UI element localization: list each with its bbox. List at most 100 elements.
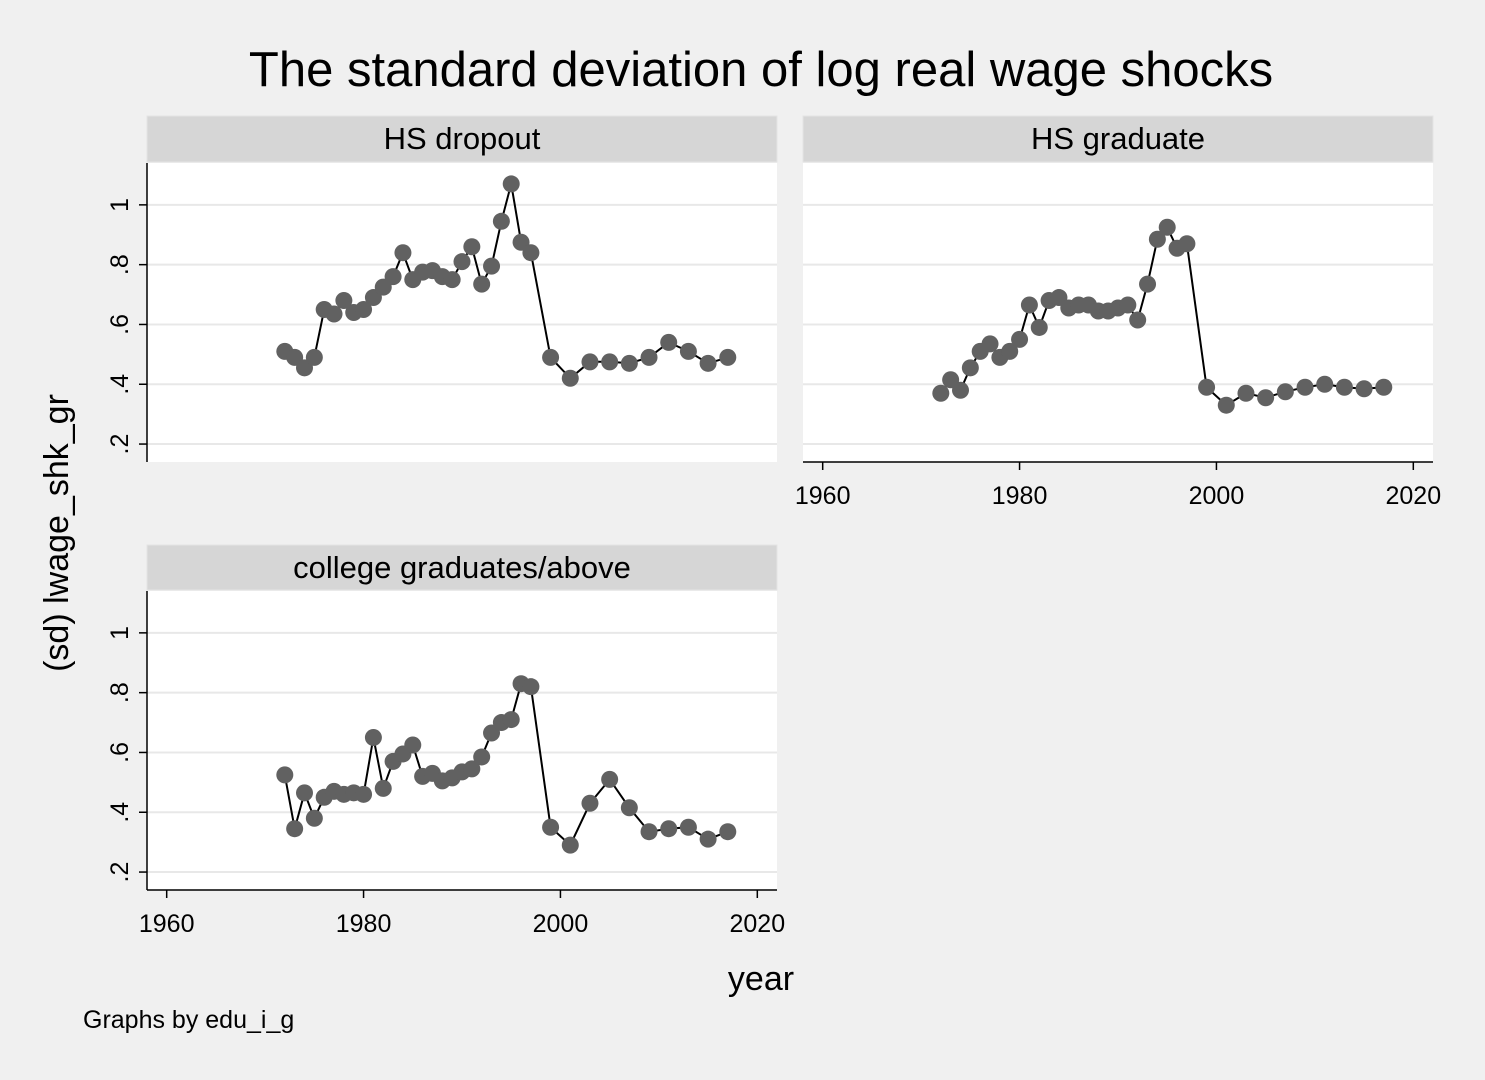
data-point — [1375, 378, 1393, 396]
panel-label: college graduates/above — [293, 550, 631, 585]
y-tick-label: 1 — [106, 198, 134, 212]
data-point — [719, 348, 737, 366]
y-tick-label: .4 — [106, 374, 134, 395]
data-point — [1148, 230, 1166, 248]
panel-3: college graduates/above .2 .4 .6 .8 1 1960 1980… — [106, 544, 786, 938]
x-tick-label: 1980 — [992, 482, 1048, 510]
panel-strip — [146, 115, 778, 163]
data-point — [492, 212, 510, 230]
x-tick-label: 1960 — [795, 482, 851, 510]
data-point — [640, 823, 658, 841]
y-axis-label: (sd) lwage_shk_gr — [38, 394, 76, 672]
data-point — [581, 794, 599, 812]
data-point — [276, 766, 294, 784]
plot-area — [147, 163, 777, 462]
y-tick-label: .8 — [106, 254, 134, 275]
x-tick-label: 2000 — [1189, 482, 1245, 510]
data-point — [453, 253, 471, 271]
data-point — [522, 244, 540, 262]
x-tick-label: 2020 — [1386, 482, 1442, 510]
data-point — [483, 257, 501, 275]
x-tick-label: 2020 — [730, 910, 786, 938]
data-point — [1020, 296, 1038, 314]
panel-2: HS graduate 1960 1980 2000 2020 — [795, 115, 1442, 510]
data-point — [1355, 380, 1373, 398]
data-point — [542, 818, 560, 836]
data-point — [1158, 218, 1176, 236]
panel-strip — [146, 544, 778, 591]
data-point — [404, 736, 422, 754]
y-tick-label: .6 — [106, 314, 134, 335]
plot-area — [147, 591, 777, 890]
y-tick-label: .6 — [106, 742, 134, 763]
data-point — [660, 333, 678, 351]
panel-label: HS graduate — [1031, 121, 1205, 156]
panel-label: HS dropout — [384, 121, 541, 156]
panels-layer: HS dropout .2 .4 .6 .8 1 HS graduate 1960 1980 20… — [106, 115, 1442, 938]
data-point — [1129, 311, 1147, 329]
data-point — [679, 342, 697, 360]
data-point — [463, 238, 481, 256]
data-point — [679, 818, 697, 836]
data-point — [620, 354, 638, 372]
x-tick-label: 1980 — [336, 910, 392, 938]
data-point — [601, 353, 619, 371]
data-point — [581, 353, 599, 371]
data-point — [620, 799, 638, 817]
data-point — [364, 729, 382, 747]
data-point — [1119, 296, 1137, 314]
data-point — [355, 301, 373, 319]
data-point — [443, 271, 461, 289]
data-point — [561, 369, 579, 387]
data-point — [305, 809, 323, 827]
data-point — [1139, 275, 1157, 293]
data-point — [1276, 383, 1294, 401]
y-tick-label: 1 — [106, 626, 134, 640]
data-point — [305, 348, 323, 366]
data-point — [699, 354, 717, 372]
data-point — [1030, 318, 1048, 336]
y-tick-label: .2 — [106, 434, 134, 455]
chart-note: Graphs by edu_i_g — [83, 1006, 294, 1034]
data-point — [374, 779, 392, 797]
data-point — [394, 244, 412, 262]
data-point — [660, 820, 678, 838]
data-point — [601, 770, 619, 788]
data-point — [1335, 378, 1353, 396]
data-point — [473, 275, 491, 293]
chart-title: The standard deviation of log real wage … — [249, 43, 1273, 97]
data-point — [952, 381, 969, 399]
y-tick-label: .8 — [106, 682, 134, 703]
data-point — [296, 784, 313, 802]
data-point — [463, 760, 481, 778]
data-point — [502, 711, 520, 729]
data-point — [286, 820, 304, 838]
data-point — [981, 335, 999, 353]
data-point — [542, 348, 560, 366]
data-point — [1237, 384, 1255, 402]
data-point — [932, 384, 950, 402]
data-point — [1178, 235, 1196, 253]
data-point — [355, 785, 373, 803]
data-point — [1011, 330, 1029, 348]
panel-1: HS dropout .2 .4 .6 .8 1 — [106, 115, 778, 462]
y-tick-label: .2 — [106, 862, 134, 883]
data-point — [640, 348, 658, 366]
data-point — [1296, 378, 1314, 396]
data-point — [325, 305, 343, 323]
data-point — [719, 823, 737, 841]
y-tick-label: .4 — [106, 802, 134, 823]
data-point — [522, 678, 540, 696]
data-point — [502, 175, 520, 193]
data-point — [1001, 342, 1019, 360]
x-tick-label: 1960 — [139, 910, 195, 938]
data-point — [699, 830, 717, 848]
data-point — [961, 359, 979, 377]
data-point — [1257, 389, 1275, 407]
data-point — [1217, 396, 1235, 414]
panel-strip — [802, 115, 1434, 163]
data-point — [1316, 375, 1334, 393]
x-axis-label: year — [728, 960, 794, 998]
